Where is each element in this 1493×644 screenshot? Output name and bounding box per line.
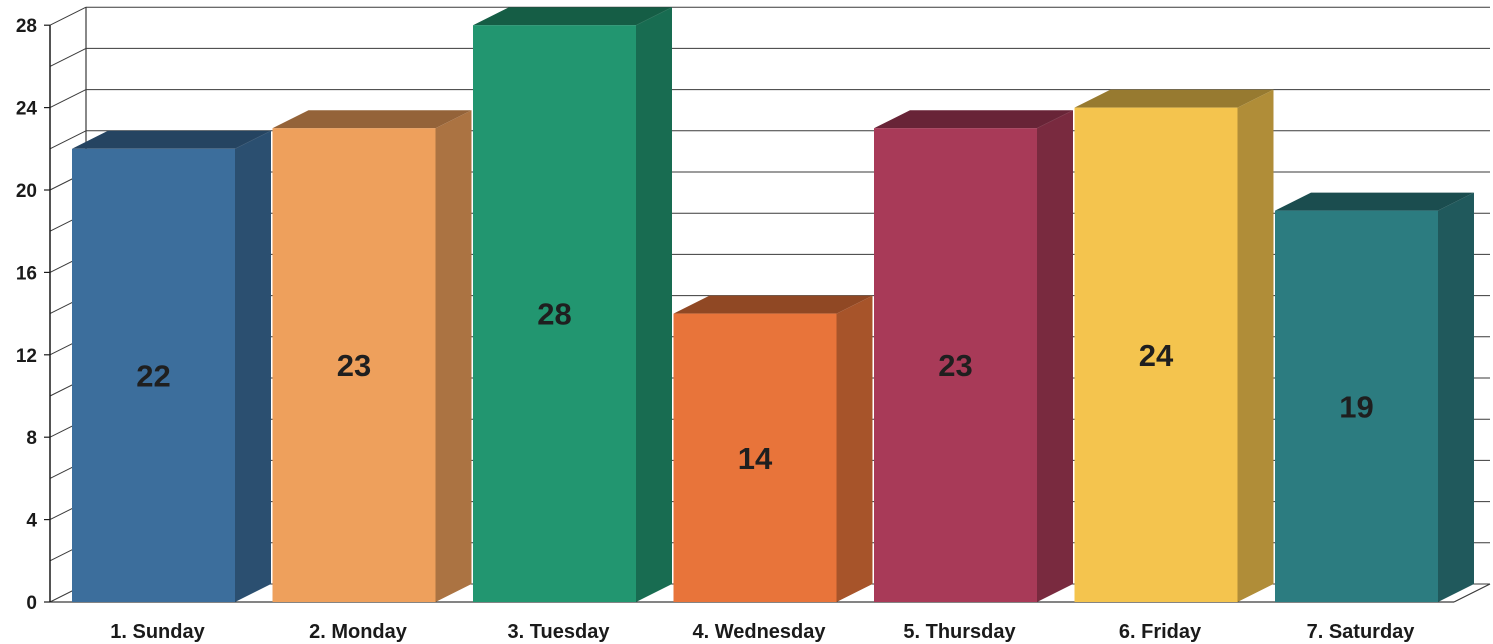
y-axis: 0 4 8 12 16 20 24 28 [16,16,51,614]
x-tick-label: 1. Sunday [110,621,205,643]
gridline-diagonal [49,47,87,67]
bar [473,7,672,602]
bar-front [72,148,235,603]
bar-front [874,128,1037,602]
bar-top [272,110,472,129]
bar-top [673,295,873,314]
data-label: 24 [1139,338,1174,373]
y-tick-label: 4 [26,511,37,532]
bar-side [836,295,873,602]
y-tick-label: 16 [16,263,37,284]
bar-side [1438,192,1474,602]
bar-top [1074,89,1274,108]
bar-front [473,25,636,602]
y-tick-label: 8 [26,428,37,449]
data-label: 23 [337,348,371,383]
bar [72,130,271,603]
bar-top [1275,192,1474,211]
bar [673,295,873,602]
x-tick-label: 5. Thursday [903,621,1016,643]
x-tick-label: 3. Tuesday [508,621,611,643]
x-tick-label: 2. Monday [309,621,408,643]
floor-right-edge [1453,583,1491,603]
bar-top [473,7,672,26]
bar-top [72,130,271,149]
x-tick-label: 4. Wednesday [692,621,826,643]
y-tick-label: 12 [16,346,37,367]
bar [1275,192,1474,602]
y-tick-label: 28 [16,16,37,37]
x-tick-label: 6. Friday [1119,621,1202,643]
y-tick-label: 0 [26,593,37,614]
bars: 22 23 28 14 23 24 19 [72,7,1474,603]
bar [272,110,472,602]
bar [1074,89,1274,603]
gridline-diagonal [49,6,87,26]
bar-side [235,130,271,603]
bar-side [636,7,672,602]
y-tick-label: 24 [16,99,38,120]
data-label: 22 [136,358,170,393]
bar-side [1237,89,1274,603]
gridline-diagonal [49,130,87,150]
bar-top [874,110,1073,129]
bar-side [435,110,472,602]
data-label: 28 [537,297,571,332]
bar-front [272,128,436,602]
gridline-diagonal [49,89,87,109]
bar-side [1037,110,1073,602]
x-tick-label: 7. Saturday [1307,621,1416,643]
data-label: 19 [1339,389,1373,424]
bar-front [1074,107,1238,602]
bar [874,110,1073,602]
y-tick-label: 20 [16,181,37,202]
data-label: 14 [738,441,773,476]
x-axis: 1. Sunday 2. Monday 3. Tuesday 4. Wednesday… [110,621,1415,643]
bar-front [1275,210,1438,602]
bar-front [673,313,837,602]
data-label: 23 [938,348,972,383]
